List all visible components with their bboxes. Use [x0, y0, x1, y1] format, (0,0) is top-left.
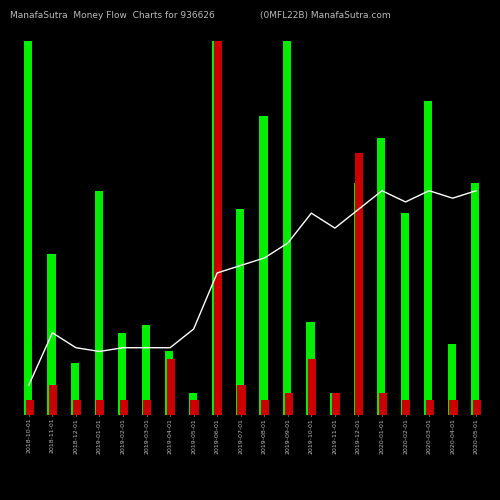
Bar: [212, 41, 220, 415]
Bar: [260, 116, 268, 415]
Bar: [450, 400, 458, 415]
Bar: [354, 183, 362, 415]
Bar: [426, 400, 434, 415]
Bar: [96, 400, 104, 415]
Bar: [284, 392, 293, 415]
Bar: [261, 400, 269, 415]
Bar: [49, 385, 58, 415]
Bar: [400, 213, 409, 415]
Bar: [167, 359, 175, 415]
Bar: [402, 400, 410, 415]
Bar: [424, 101, 432, 415]
Bar: [94, 190, 103, 415]
Bar: [214, 41, 222, 415]
Bar: [48, 254, 56, 415]
Bar: [26, 400, 34, 415]
Text: ManafaSutra  Money Flow  Charts for 936626: ManafaSutra Money Flow Charts for 936626: [10, 11, 215, 20]
Bar: [236, 210, 244, 415]
Bar: [473, 400, 481, 415]
Bar: [165, 352, 173, 415]
Bar: [308, 359, 316, 415]
Bar: [120, 400, 128, 415]
Bar: [355, 154, 364, 415]
Bar: [24, 41, 32, 415]
Bar: [283, 41, 291, 415]
Bar: [238, 385, 246, 415]
Bar: [448, 344, 456, 415]
Text: (0MFL22B) ManafaSutra.com: (0MFL22B) ManafaSutra.com: [260, 11, 390, 20]
Bar: [330, 392, 338, 415]
Bar: [71, 362, 79, 415]
Bar: [188, 392, 197, 415]
Bar: [471, 183, 480, 415]
Bar: [144, 400, 152, 415]
Bar: [142, 326, 150, 415]
Bar: [306, 322, 314, 415]
Bar: [378, 392, 387, 415]
Bar: [118, 333, 126, 415]
Bar: [377, 138, 386, 415]
Bar: [72, 400, 81, 415]
Bar: [190, 400, 198, 415]
Bar: [332, 392, 340, 415]
